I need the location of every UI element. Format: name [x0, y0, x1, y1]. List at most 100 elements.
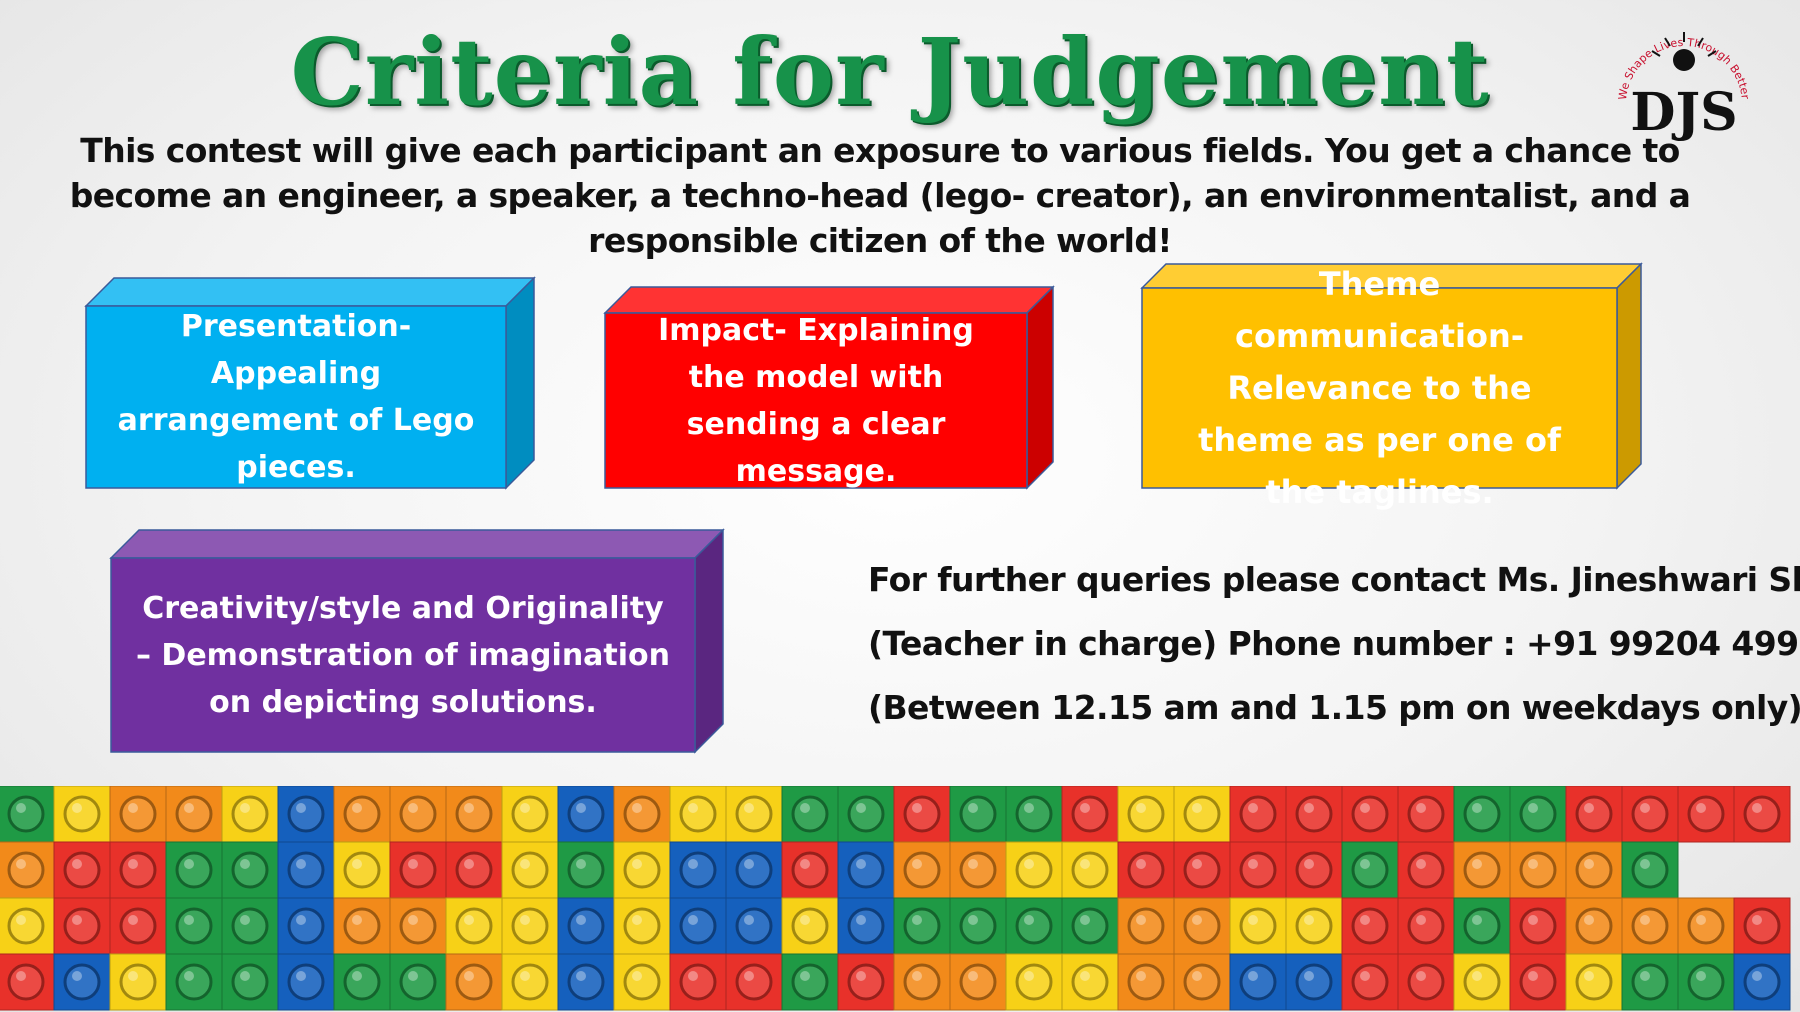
lego-stud-highlight: [1640, 803, 1650, 813]
lego-stud: [1631, 851, 1669, 889]
lego-stud: [287, 963, 325, 1001]
lego-stud-highlight: [520, 915, 530, 925]
intro-text: This contest will give each participant …: [69, 131, 1691, 260]
lego-stud: [231, 963, 269, 1001]
lego-stud-highlight: [1192, 859, 1202, 869]
lego-stud-highlight: [1528, 915, 1538, 925]
contact-line-1: For further queries please contact Ms. J…: [868, 560, 1800, 599]
lego-stud: [567, 795, 605, 833]
lego-stud: [343, 963, 381, 1001]
lego-stud-highlight: [1360, 915, 1370, 925]
lego-stud: [903, 795, 941, 833]
lego-stud-highlight: [688, 859, 698, 869]
lego-stud-highlight: [1696, 915, 1706, 925]
lego-stud-highlight: [744, 915, 754, 925]
lego-stud: [175, 795, 213, 833]
lego-stud-highlight: [1472, 915, 1482, 925]
lego-stud: [847, 963, 885, 1001]
lego-stud: [791, 907, 829, 945]
lego-stud: [791, 795, 829, 833]
lego-stud-highlight: [576, 971, 586, 981]
lego-stud-highlight: [856, 915, 866, 925]
lego-stud-highlight: [632, 859, 642, 869]
lego-stud-highlight: [1304, 915, 1314, 925]
lego-stud: [455, 963, 493, 1001]
lego-stud-highlight: [1248, 859, 1258, 869]
criterion-impact-text: Impact- Explaining the model with sendin…: [658, 312, 974, 489]
contact-info: For further queries please contact Ms. J…: [868, 548, 1800, 740]
lego-stud: [735, 851, 773, 889]
lego-stud-highlight: [16, 915, 26, 925]
lego-stud: [791, 851, 829, 889]
lego-stud: [679, 907, 717, 945]
lego-stud-highlight: [1696, 803, 1706, 813]
lego-stud: [567, 963, 605, 1001]
lego-stud: [1015, 963, 1053, 1001]
lego-stud: [1127, 795, 1165, 833]
lego-stud: [1519, 963, 1557, 1001]
lego-stud-highlight: [16, 971, 26, 981]
lego-stud: [399, 907, 437, 945]
lego-stud-highlight: [1640, 859, 1650, 869]
lego-stud-highlight: [1192, 915, 1202, 925]
lego-stud: [175, 963, 213, 1001]
lego-stud: [735, 907, 773, 945]
lego-stud-highlight: [128, 915, 138, 925]
lego-stud-highlight: [968, 971, 978, 981]
page-title: Criteria for Judgement: [290, 18, 1490, 126]
lego-stud: [1127, 907, 1165, 945]
lego-stud-highlight: [1472, 859, 1482, 869]
lego-stud-highlight: [352, 971, 362, 981]
lego-stud: [7, 795, 45, 833]
lego-stud: [679, 851, 717, 889]
lego-stud-highlight: [296, 915, 306, 925]
lego-stud: [1407, 963, 1445, 1001]
lego-stud: [679, 963, 717, 1001]
lego-stud-highlight: [352, 803, 362, 813]
lego-stud: [63, 907, 101, 945]
lego-stud: [1575, 907, 1613, 945]
lego-stud-highlight: [408, 803, 418, 813]
lego-stud: [1743, 907, 1781, 945]
lego-stud-highlight: [1080, 915, 1090, 925]
lego-stud-highlight: [688, 971, 698, 981]
lego-stud: [1127, 963, 1165, 1001]
lego-stud-highlight: [576, 803, 586, 813]
lego-stud-highlight: [464, 915, 474, 925]
lego-stud-highlight: [912, 915, 922, 925]
lego-stud: [1631, 963, 1669, 1001]
lego-stud-highlight: [968, 915, 978, 925]
lego-stud-highlight: [240, 859, 250, 869]
lego-stud-highlight: [1080, 971, 1090, 981]
lego-stud-highlight: [72, 803, 82, 813]
lego-stud: [1071, 963, 1109, 1001]
lego-stud: [1295, 851, 1333, 889]
criterion-presentation-box: Presentation- Appealing arrangement of L…: [84, 276, 536, 490]
lego-stud: [1351, 907, 1389, 945]
lego-stud-highlight: [72, 859, 82, 869]
lego-stud: [1407, 907, 1445, 945]
lego-stud-highlight: [1528, 803, 1538, 813]
lego-stud: [1071, 795, 1109, 833]
lego-stud-highlight: [1080, 803, 1090, 813]
lego-stud: [287, 795, 325, 833]
lego-stud: [63, 795, 101, 833]
lego-stud-highlight: [1024, 971, 1034, 981]
lego-stud-highlight: [464, 803, 474, 813]
lego-stud-highlight: [1416, 803, 1426, 813]
lego-stud: [1071, 851, 1109, 889]
lego-stud: [1183, 795, 1221, 833]
lego-stud: [7, 851, 45, 889]
lego-stud-highlight: [1360, 971, 1370, 981]
lego-stud-highlight: [408, 859, 418, 869]
school-logo: We Shape Lives Through Better Education …: [1601, 2, 1764, 143]
lego-stud-highlight: [1192, 971, 1202, 981]
lego-stud-highlight: [800, 859, 810, 869]
lego-stud: [287, 907, 325, 945]
lego-stud-highlight: [464, 971, 474, 981]
lego-stud: [343, 907, 381, 945]
lego-stud: [1743, 963, 1781, 1001]
lego-stud: [1183, 851, 1221, 889]
lego-stud: [1239, 907, 1277, 945]
lego-stud-highlight: [72, 971, 82, 981]
